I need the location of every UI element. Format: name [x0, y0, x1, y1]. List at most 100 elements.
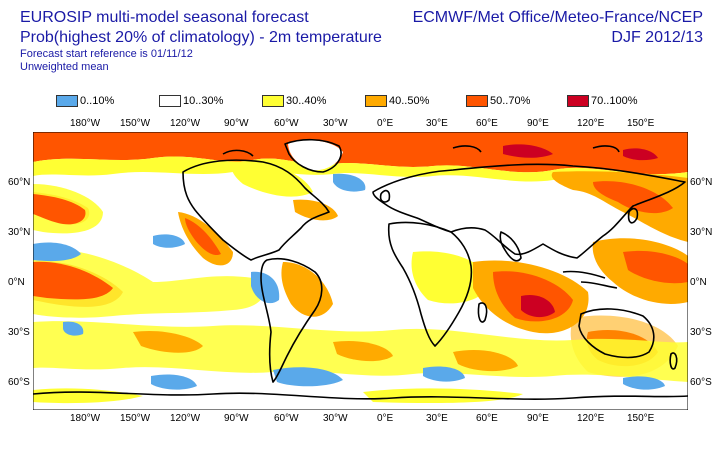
lat-label-left: 30°N	[8, 227, 31, 238]
cold-patch-samerica	[251, 271, 280, 304]
lon-label-bottom: 120°W	[170, 413, 201, 424]
legend-label: 70..100%	[591, 95, 638, 107]
cold-patch-pacific-south	[151, 374, 197, 390]
cold-patch-indian	[423, 366, 465, 382]
lon-label-top: 0°E	[377, 118, 394, 129]
samerica-warm	[281, 262, 333, 317]
map-title: EUROSIP multi-model seasonal forecast	[20, 9, 309, 26]
lon-label-bottom: 60°E	[476, 413, 498, 424]
southern-orange-patches	[133, 330, 203, 353]
lon-label-bottom: 90°E	[527, 413, 549, 424]
coast-eurasia	[372, 163, 686, 259]
legend-label: 0..10%	[80, 95, 115, 107]
cold-patch-south-atlantic	[273, 367, 343, 387]
legend-label: 40..50%	[389, 95, 430, 107]
npacific-warm-overlay	[33, 194, 86, 225]
canada-yellow	[231, 162, 313, 197]
coast-madagascar	[477, 302, 488, 323]
wpacific-red	[623, 250, 688, 284]
legend: 0..10% 10..30% 30..40% 40..50% 50..70% 7…	[56, 94, 656, 108]
legend-item: 40..50%	[365, 94, 429, 108]
lon-label-top: 90°E	[527, 118, 549, 129]
lon-label-bottom: 0°E	[377, 413, 394, 424]
lon-label-top: 60°W	[274, 118, 299, 129]
coast-africa	[387, 221, 473, 347]
legend-swatch	[56, 95, 78, 107]
southern-orange-patches-3	[453, 349, 518, 372]
lon-label-top: 60°E	[476, 118, 498, 129]
cold-patch-epacific	[153, 234, 185, 248]
coast-south-america	[260, 257, 323, 383]
legend-swatch	[159, 95, 181, 107]
coast-japan	[627, 207, 639, 224]
coastlines	[33, 138, 688, 400]
map-subtitle: Prob(highest 20% of climatology) - 2m te…	[20, 29, 382, 46]
period-label: DJF 2012/13	[611, 29, 703, 46]
legend-label: 30..40%	[286, 95, 327, 107]
legend-item: 0..10%	[56, 94, 114, 108]
lat-label-right: 60°S	[690, 377, 712, 388]
coast-north-america	[182, 159, 330, 261]
coast-antarctica	[33, 391, 688, 400]
lat-label-right: 30°N	[690, 227, 713, 238]
lat-label-left: 30°S	[8, 327, 30, 338]
greenland-white	[288, 140, 343, 171]
legend-swatch	[466, 95, 488, 107]
lon-label-bottom: 180°W	[70, 413, 101, 424]
legend-swatch	[262, 95, 284, 107]
coast-australia	[578, 308, 655, 359]
coast-india	[499, 231, 522, 262]
legend-label: 50..70%	[490, 95, 531, 107]
lon-label-top: 30°E	[426, 118, 448, 129]
cold-patch-seattle	[333, 173, 366, 192]
coast-uk	[379, 189, 391, 203]
arctic-yellow-fringe	[33, 156, 688, 185]
legend-label: 10..30%	[183, 95, 224, 107]
probability-map	[33, 132, 688, 410]
africa-yellow	[411, 251, 493, 304]
atlantic-orange	[293, 199, 338, 221]
lon-label-top: 150°W	[120, 118, 151, 129]
map-panel	[33, 132, 688, 410]
lat-label-left: 60°S	[8, 377, 30, 388]
lon-label-top: 180°W	[70, 118, 101, 129]
legend-item: 70..100%	[567, 94, 637, 108]
lon-label-bottom: 120°E	[577, 413, 605, 424]
lat-label-left: 0°N	[8, 277, 25, 288]
asia-warm-region	[551, 171, 688, 242]
tropical-pacific-red	[33, 261, 113, 300]
indian-ocean-dark-red	[521, 294, 555, 318]
lat-label-left: 60°N	[8, 177, 31, 188]
lon-label-bottom: 30°E	[426, 413, 448, 424]
coast-indonesia	[562, 270, 618, 289]
legend-swatch	[365, 95, 387, 107]
legend-item: 30..40%	[262, 94, 326, 108]
legend-item: 10..30%	[159, 94, 223, 108]
coast-greenland	[284, 138, 342, 173]
weighting-label: Unweighted mean	[20, 61, 109, 73]
cold-patch-south-pacific-1	[63, 321, 84, 336]
lon-label-top: 150°E	[627, 118, 655, 129]
lat-label-right: 60°N	[690, 177, 713, 188]
lat-label-right: 30°S	[690, 327, 712, 338]
cold-patch-pacific	[33, 242, 81, 262]
lon-label-top: 90°W	[224, 118, 249, 129]
mexico-red	[185, 218, 221, 256]
lon-label-bottom: 150°W	[120, 413, 151, 424]
southern-orange-patches-2	[333, 340, 393, 362]
lon-label-top: 30°W	[323, 118, 348, 129]
cold-patch-far-south	[623, 376, 665, 390]
asia-red-region	[593, 181, 673, 214]
lon-label-top: 120°E	[577, 118, 605, 129]
antarctic-yellow	[363, 388, 523, 404]
coast-arctic-islands	[222, 145, 620, 157]
organizations-label: ECMWF/Met Office/Meteo-France/NCEP	[412, 9, 703, 26]
lon-label-top: 120°W	[170, 118, 201, 129]
lat-label-right: 0°N	[690, 277, 707, 288]
lon-label-bottom: 90°W	[224, 413, 249, 424]
legend-swatch	[567, 95, 589, 107]
tropical-pacific-yellow	[33, 248, 264, 318]
lon-label-bottom: 60°W	[274, 413, 299, 424]
siberia-red-patch	[503, 144, 553, 158]
lon-label-bottom: 30°W	[323, 413, 348, 424]
